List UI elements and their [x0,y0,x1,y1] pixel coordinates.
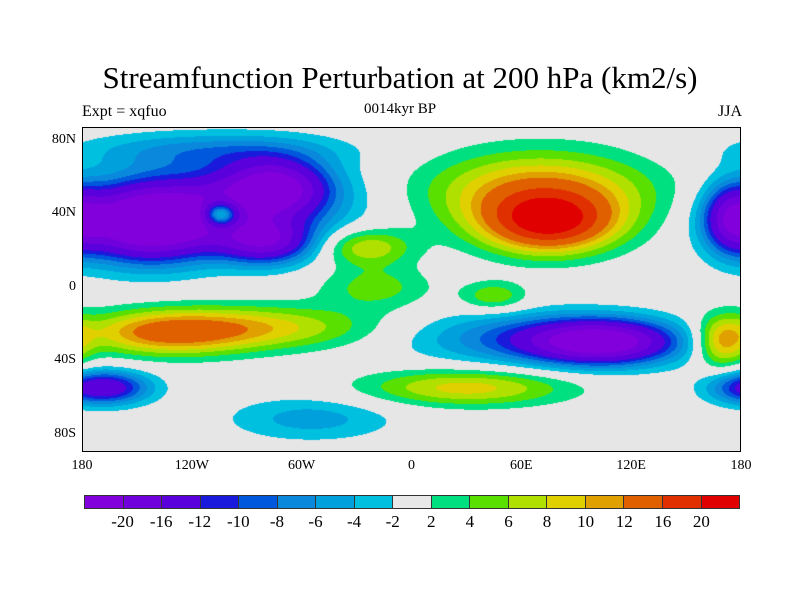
colorbar-swatch [277,496,317,508]
x-tick-label: 120E [616,458,646,473]
colorbar-swatch [431,496,471,508]
colorbar-label: 12 [615,512,633,531]
streamfunction-field [83,128,740,451]
colorbar-swatch [316,496,355,508]
colorbar-swatch [85,496,124,508]
colorbar-swatch [239,496,278,508]
experiment-label: Expt = xqfuo [82,103,167,120]
colorbar-label: -16 [149,512,173,531]
time-label: 0014kyr BP [363,101,437,117]
colorbar-swatch [354,496,394,508]
colorbar-label: -20 [111,512,134,531]
colorbar-label: -8 [269,512,285,531]
colorbar [84,495,740,509]
y-tick-label: 40N [51,205,76,221]
colorbar-swatch [624,496,663,508]
colorbar-label: 2 [427,512,436,531]
colorbar-swatch [470,496,509,508]
colorbar-swatch [123,496,163,508]
chart-title: Streamfunction Perturbation at 200 hPa (… [102,60,698,95]
colorbar-label: -2 [385,512,400,531]
colorbar-swatch [200,496,240,508]
colorbar-label: -12 [188,512,212,531]
colorbar-swatch [585,496,625,508]
x-tick-label: 180 [71,458,93,473]
y-tick-label: 40S [54,352,76,368]
map-plot-area [82,127,741,452]
colorbar-swatch [508,496,548,508]
colorbar-swatch [393,496,432,508]
x-tick-label: 60E [510,458,533,473]
y-tick-label: 0 [69,278,76,294]
colorbar-swatch [547,496,586,508]
colorbar-label: 20 [692,512,710,531]
colorbar-label: -10 [227,512,250,531]
y-tick-label: 80N [51,131,76,147]
x-tick-label: 180 [730,458,752,473]
colorbar-swatch [162,496,201,508]
colorbar-label: 6 [504,512,513,531]
x-tick-label: 120W [174,458,209,473]
colorbar-label: 8 [542,512,552,531]
season-label: JJA [717,103,742,120]
colorbar-label: -6 [308,512,323,531]
colorbar-label: 4 [465,512,475,531]
colorbar-label: -4 [347,512,362,531]
colorbar-label: 10 [577,512,595,531]
x-tick-label: 60W [288,458,316,473]
colorbar-swatch [662,496,702,508]
colorbar-label: 16 [654,512,672,531]
y-tick-label: 80S [54,425,76,441]
x-tick-label: 0 [408,458,415,473]
colorbar-swatch [701,496,740,508]
